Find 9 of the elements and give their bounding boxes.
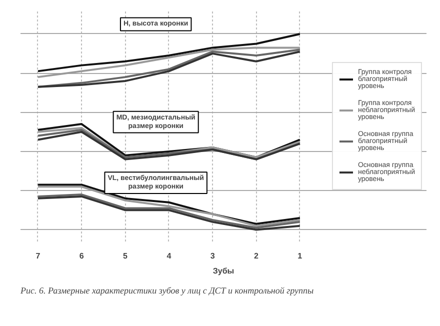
x-tick-label: 1 [298,252,303,260]
x-tick-label: 3 [210,252,216,260]
text: Рис. 6. Размерные характеристики зубов у лиц с ДСТ и контрольной группы [20,286,314,296]
x-tick-label: 2 [254,252,260,260]
x-tick-label: 7 [36,252,41,260]
x-axis-title: Зубы [212,266,234,276]
x-tick-label: 5 [123,252,128,260]
x-tick-label: 4 [166,252,172,260]
x-tick-label: 6 [79,252,84,260]
